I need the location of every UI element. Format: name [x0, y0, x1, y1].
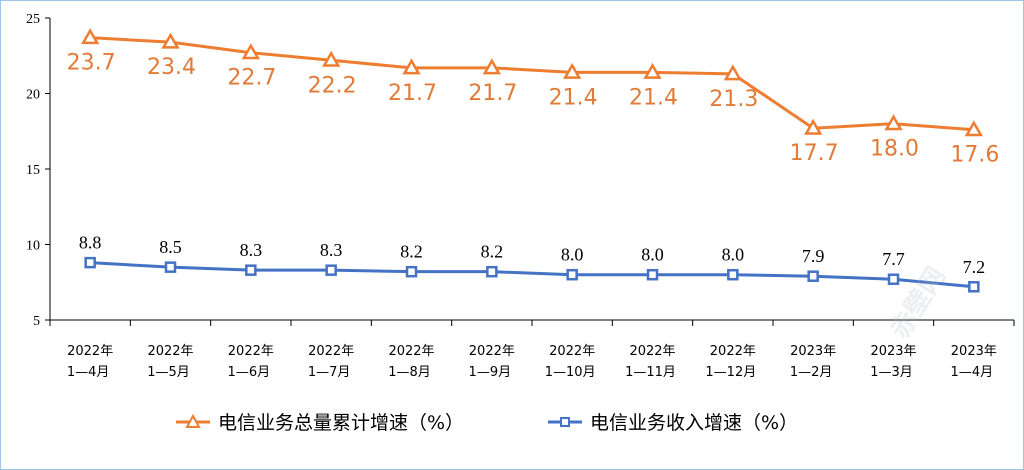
- data-label: 7.7: [882, 249, 905, 269]
- data-point: [566, 268, 578, 281]
- data-point: [84, 256, 96, 269]
- data-label: 8.8: [79, 233, 102, 253]
- data-point: [164, 261, 177, 273]
- data-label: 21.7: [388, 81, 437, 106]
- x-tick-label: 1—3月: [870, 365, 913, 380]
- data-label: 21.7: [468, 81, 517, 106]
- y-tick-label: 5: [33, 314, 40, 329]
- data-label: 17.7: [790, 141, 839, 166]
- data-label: 8.5: [159, 237, 182, 257]
- data-label: 21.3: [709, 87, 758, 112]
- x-tick-label: 1—8月: [388, 365, 431, 380]
- data-label: 8.3: [320, 240, 343, 260]
- legend-marker: [560, 417, 570, 427]
- y-tick-label: 20: [26, 88, 40, 103]
- x-tick-label: 2022年: [228, 344, 274, 359]
- data-label: 23.7: [67, 51, 116, 76]
- x-tick-label: 2022年: [469, 344, 515, 359]
- data-point: [807, 270, 819, 282]
- x-tick-label: 1—4月: [67, 365, 110, 380]
- y-tick-label: 25: [26, 12, 40, 27]
- data-label: 17.6: [950, 143, 999, 168]
- x-tick-label: 2023年: [790, 344, 836, 359]
- data-label: 22.2: [308, 73, 357, 98]
- x-tick-label: 1—6月: [228, 365, 271, 380]
- data-label: 8.3: [240, 240, 263, 260]
- legend-label: 电信业务总量累计增速（%）: [218, 412, 464, 434]
- data-label: 23.4: [147, 55, 196, 80]
- x-tick-label: 2022年: [629, 344, 675, 359]
- x-tick-label: 1—11月: [625, 365, 676, 380]
- data-point: [887, 273, 900, 285]
- legend-label: 电信业务收入增速（%）: [590, 412, 798, 434]
- x-tick-label: 1—2月: [790, 365, 833, 380]
- series-line: [90, 261, 974, 289]
- x-tick-label: 1—7月: [308, 365, 351, 380]
- y-tick-label: 10: [26, 239, 40, 254]
- data-point: [968, 281, 980, 293]
- data-label: 21.4: [549, 85, 598, 110]
- data-label: 21.4: [629, 85, 678, 110]
- data-label: 8.0: [722, 245, 745, 265]
- x-tick-label: 2023年: [951, 344, 997, 359]
- x-tick-label: 2022年: [549, 344, 595, 359]
- x-tick-label: 2023年: [870, 344, 916, 359]
- data-point: [727, 268, 739, 281]
- data-point: [322, 50, 341, 67]
- x-tick-label: 1—5月: [147, 365, 190, 380]
- data-point: [81, 28, 100, 45]
- x-tick-label: 2022年: [147, 344, 193, 359]
- data-point: [646, 268, 659, 281]
- legend: 电信业务总量累计增速（%） 电信业务收入增速（%）: [176, 412, 798, 434]
- data-point: [964, 120, 983, 137]
- data-point: [804, 118, 823, 135]
- legend-marker: [185, 413, 201, 428]
- data-point: [643, 62, 662, 79]
- data-point: [241, 43, 260, 60]
- data-label: 8.2: [400, 242, 423, 262]
- data-label: 7.2: [963, 257, 986, 277]
- series-line: [90, 36, 974, 132]
- data-point: [405, 265, 418, 278]
- x-tick-label: 2022年: [388, 344, 434, 359]
- data-point: [723, 64, 742, 81]
- data-label: 8.2: [481, 242, 504, 262]
- data-point: [486, 265, 498, 278]
- data-point: [161, 32, 180, 49]
- y-tick-label: 15: [26, 163, 40, 178]
- data-label: 7.9: [802, 246, 825, 266]
- x-tick-label: 1—4月: [951, 365, 994, 380]
- x-tick-label: 2022年: [67, 344, 113, 359]
- data-label: 18.0: [870, 137, 919, 162]
- x-tick-label: 2022年: [308, 344, 354, 359]
- data-point: [245, 264, 257, 276]
- data-point: [325, 264, 337, 276]
- x-tick-label: 1—12月: [705, 365, 756, 380]
- data-point: [884, 114, 903, 131]
- x-tick-label: 1—10月: [545, 365, 596, 380]
- data-point: [482, 58, 501, 75]
- x-tick-label: 1—9月: [469, 365, 512, 380]
- x-tick-label: 2022年: [710, 344, 756, 359]
- data-point: [402, 58, 421, 75]
- data-point: [563, 62, 582, 79]
- data-label: 22.7: [227, 66, 276, 91]
- data-label: 8.0: [561, 245, 584, 265]
- data-label: 8.0: [641, 245, 664, 265]
